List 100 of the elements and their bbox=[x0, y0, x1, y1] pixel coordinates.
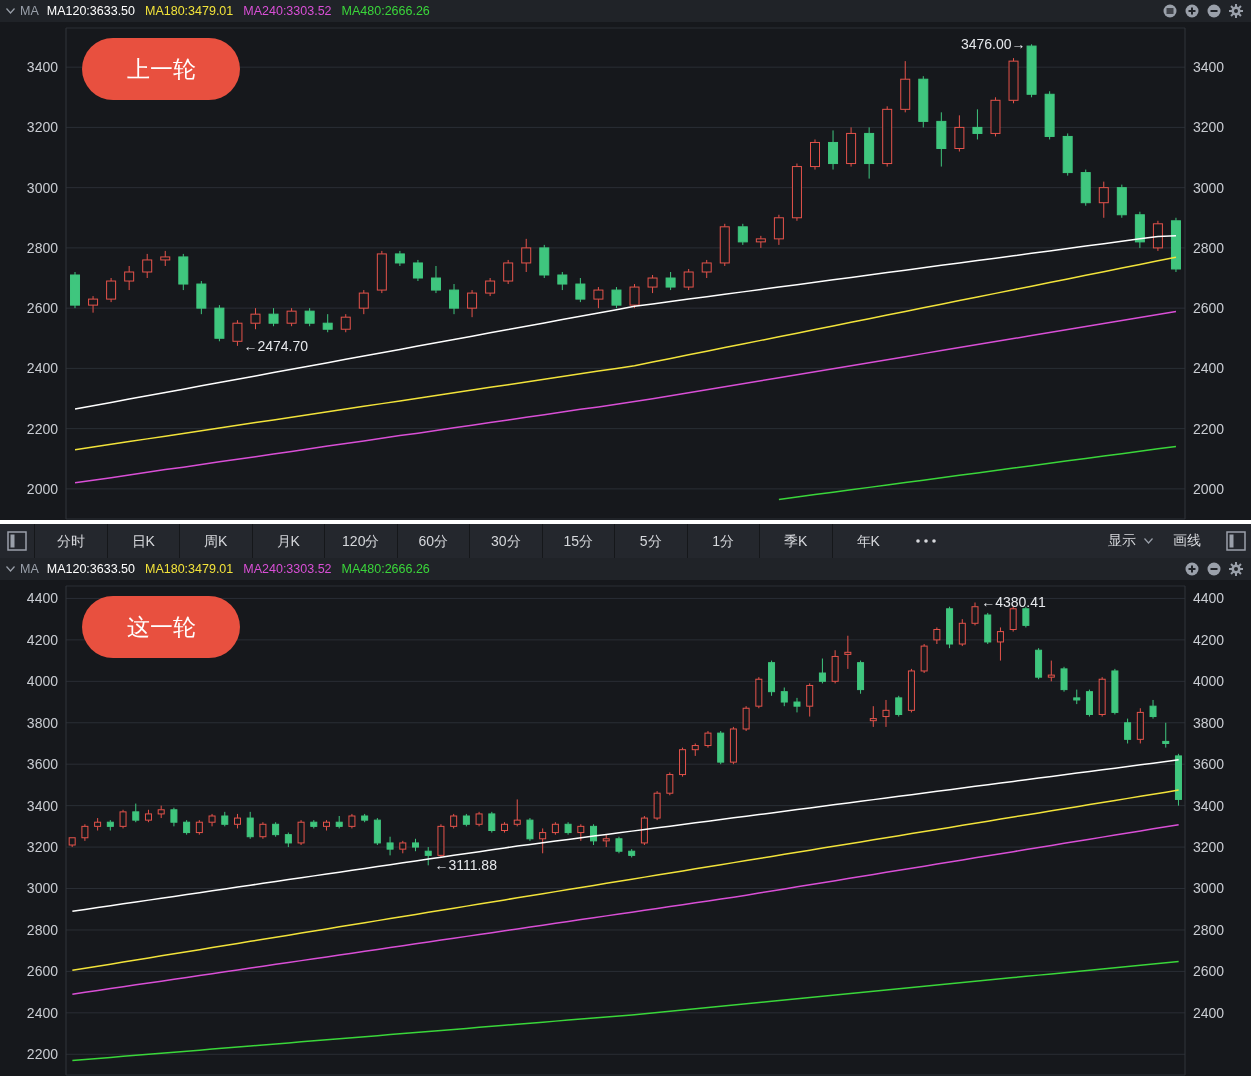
candlestick bbox=[933, 626, 941, 645]
y2-tick-label: 2600 bbox=[1193, 963, 1225, 980]
candlestick bbox=[615, 836, 623, 854]
candlestick bbox=[1111, 668, 1119, 715]
legend-title: MA bbox=[20, 562, 39, 576]
candlestick bbox=[920, 643, 928, 674]
candlestick bbox=[1062, 132, 1073, 177]
candlestick bbox=[691, 742, 699, 757]
tag-badge: 上一轮 bbox=[82, 38, 240, 100]
candlestick bbox=[1060, 666, 1068, 693]
candlestick bbox=[183, 819, 191, 836]
text: MA120:3633.50 bbox=[46, 4, 136, 18]
candlestick bbox=[81, 823, 89, 842]
line-series bbox=[71, 759, 1180, 913]
line-series bbox=[71, 960, 1180, 1062]
candlestick bbox=[208, 813, 216, 827]
candlestick bbox=[755, 235, 766, 249]
candlestick bbox=[882, 699, 890, 728]
candlestick bbox=[412, 259, 423, 282]
annotation: ←3111.88 bbox=[434, 857, 498, 874]
y-tick-label: 4200 bbox=[26, 631, 59, 648]
y2-tick-label: 4200 bbox=[1193, 631, 1225, 648]
candlestick bbox=[195, 819, 203, 836]
text: 120分 bbox=[324, 524, 397, 558]
y2-tick-label: 2800 bbox=[1193, 921, 1225, 938]
candlestick bbox=[94, 817, 102, 831]
candlestick bbox=[704, 730, 712, 749]
candlestick bbox=[106, 819, 114, 831]
y-tick-label: 4000 bbox=[26, 673, 59, 690]
text: MA480:2666.26 bbox=[341, 562, 430, 576]
y-tick-label: 3400 bbox=[26, 59, 59, 76]
candlestick bbox=[882, 105, 893, 168]
candlestick bbox=[971, 601, 979, 626]
candlestick bbox=[954, 114, 965, 152]
y2-tick-label: 2400 bbox=[1193, 1004, 1225, 1021]
candlestick bbox=[119, 809, 127, 829]
candlestick bbox=[106, 277, 117, 303]
candlestick bbox=[430, 265, 441, 294]
candlestick bbox=[653, 790, 661, 821]
y-tick-label: 2800 bbox=[26, 239, 59, 256]
annotation: 3476.00→ bbox=[960, 36, 1026, 53]
candlestick bbox=[831, 649, 839, 684]
candlestick bbox=[742, 705, 750, 732]
candlestick bbox=[70, 271, 81, 309]
candlestick bbox=[810, 138, 820, 171]
y-tick-label: 2800 bbox=[26, 921, 59, 938]
text: 5分 bbox=[614, 524, 687, 558]
candlestick bbox=[348, 813, 356, 829]
y2-tick-label: 2000 bbox=[1193, 480, 1225, 497]
candlestick bbox=[323, 819, 330, 831]
y-tick-label: 3000 bbox=[26, 880, 59, 897]
line-series bbox=[74, 310, 1177, 484]
candlestick bbox=[1149, 699, 1157, 720]
line-series bbox=[778, 445, 1177, 501]
candlestick bbox=[1098, 676, 1106, 718]
text: 30分 bbox=[469, 524, 542, 558]
y2-tick-label: 4400 bbox=[1193, 590, 1225, 607]
candlestick bbox=[467, 289, 478, 318]
text: MA180:3479.01 bbox=[145, 4, 234, 18]
y-tick-label: 2400 bbox=[26, 1004, 59, 1021]
line-series bbox=[74, 235, 1177, 410]
annotation: ←2474.70 bbox=[243, 337, 309, 354]
y-tick-label: 2200 bbox=[26, 420, 59, 437]
candlestick bbox=[936, 111, 947, 168]
candlestick bbox=[386, 836, 394, 856]
text: 1分 bbox=[686, 524, 759, 558]
text: 周K bbox=[179, 524, 252, 558]
y-tick-label: 3200 bbox=[26, 119, 59, 136]
y2-tick-label: 3800 bbox=[1193, 714, 1225, 731]
y-tick-label: 2400 bbox=[26, 360, 59, 377]
candlestick bbox=[485, 277, 496, 297]
y-tick-label: 3600 bbox=[26, 756, 59, 773]
candlestick bbox=[846, 126, 857, 168]
candlestick bbox=[259, 821, 267, 840]
text: MA240:3303.52 bbox=[243, 4, 332, 18]
candlestick bbox=[272, 821, 280, 838]
y2-tick-label: 3000 bbox=[1193, 880, 1225, 897]
candlestick bbox=[297, 819, 305, 846]
y2-tick-label: 3200 bbox=[1193, 839, 1225, 856]
y-tick-label: 2600 bbox=[26, 963, 59, 980]
text: 日K bbox=[106, 524, 179, 558]
y-tick-label: 3800 bbox=[26, 714, 59, 731]
y2-tick-label: 3400 bbox=[1193, 59, 1225, 76]
candlestick bbox=[869, 705, 877, 728]
y2-tick-label: 2800 bbox=[1193, 239, 1225, 256]
y-tick-label: 4400 bbox=[26, 590, 59, 607]
y2-tick-label: 2600 bbox=[1193, 300, 1225, 317]
text: 分时 bbox=[34, 524, 107, 558]
candlestick bbox=[844, 635, 852, 670]
line-series bbox=[71, 823, 1180, 995]
text: 显示 bbox=[1108, 532, 1136, 550]
line-series bbox=[71, 789, 1180, 972]
candlestick bbox=[526, 817, 534, 842]
y2-tick-label: 3000 bbox=[1193, 179, 1225, 196]
text: MA480:2666.26 bbox=[341, 4, 430, 18]
y2-tick-label: 2400 bbox=[1193, 360, 1225, 377]
candlestick bbox=[791, 163, 802, 222]
candlestick bbox=[551, 821, 559, 836]
candlestick bbox=[1162, 722, 1170, 749]
y2-tick-label: 3200 bbox=[1193, 119, 1225, 136]
